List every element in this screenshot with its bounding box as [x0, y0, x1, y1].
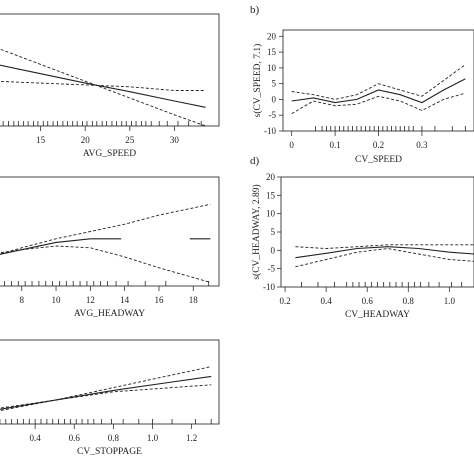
x-tick-label-d: 0.8 [403, 296, 415, 306]
series-line-a-1 [0, 48, 206, 127]
y-tick-label-d: 10 [266, 209, 276, 219]
x-tick-label-c: 8 [19, 295, 24, 305]
y-tick-label-b: -10 [264, 126, 276, 136]
y-tick-label-b: -5 [269, 110, 277, 120]
x-tick-label-b: 0.3 [416, 140, 428, 150]
x-axis-label-a: AVG_SPEED [83, 149, 136, 159]
series-line-e-2 [0, 384, 212, 409]
y-tick-label-b: 10 [267, 63, 277, 73]
x-axis-label-b: CV_SPEED [355, 155, 402, 165]
panel-tag-d: d) [250, 155, 260, 167]
x-tick-label-c: 12 [86, 295, 95, 305]
x-tick-label-d: 1.0 [444, 296, 456, 306]
y-axis-label-b: s(CV_SPEED, 7.1) [252, 44, 263, 118]
series-line-c-3 [0, 245, 211, 283]
x-axis-label-e: CV_STOPPAGE [77, 447, 142, 457]
x-tick-label-c: 18 [189, 295, 199, 305]
x-tick-label-b: 0.1 [329, 140, 340, 150]
x-tick-label-e: 0.6 [69, 433, 81, 443]
plot-frame-d [280, 176, 474, 288]
y-axis-label-d: s(CV_HEADWAY, 2.89) [251, 184, 262, 279]
series-line-b-1 [291, 64, 466, 100]
series-line-c-0 [0, 238, 122, 255]
y-tick-label-d: -10 [263, 282, 275, 292]
y-tick-label-d: 20 [266, 172, 276, 182]
plot-frame-e [0, 339, 220, 425]
series-line-a-0 [0, 64, 206, 108]
x-tick-label-a: 20 [81, 135, 91, 145]
panel-tag-b: b) [250, 4, 260, 16]
series-line-b-0 [291, 78, 466, 104]
plot-frame-b [282, 29, 474, 132]
y-tick-label-d: 0 [271, 245, 276, 255]
x-tick-label-a: 15 [36, 135, 46, 145]
x-axis-label-c: AVG_HEADWAY [74, 309, 145, 319]
x-tick-label-d: 0.4 [321, 296, 333, 306]
y-tick-label-d: -5 [268, 264, 276, 274]
x-tick-label-a: 30 [170, 135, 180, 145]
x-tick-label-e: 1.2 [186, 433, 197, 443]
x-tick-label-c: 16 [154, 295, 164, 305]
x-tick-label-d: 0.6 [362, 296, 374, 306]
series-line-e-1 [0, 366, 212, 412]
series-line-e-0 [0, 375, 212, 410]
series-line-d-2 [295, 248, 474, 268]
x-tick-label-c: 10 [52, 295, 62, 305]
x-tick-label-e: 1.0 [147, 433, 159, 443]
plot-frame-c [0, 176, 220, 287]
y-tick-label-b: 20 [267, 31, 277, 41]
y-tick-label-d: 15 [266, 190, 276, 200]
series-line-b-2 [291, 92, 466, 114]
y-tick-label-b: 0 [272, 94, 277, 104]
x-tick-label-e: 0.8 [108, 433, 120, 443]
x-tick-label-c: 14 [120, 295, 130, 305]
series-line-c-2 [0, 203, 211, 255]
series-line-d-0 [295, 246, 474, 259]
x-axis-label-d: CV_HEADWAY [345, 310, 410, 320]
x-tick-label-e: 0.4 [29, 433, 41, 443]
x-tick-label-d: 0.2 [279, 296, 290, 306]
x-tick-label-b: 0 [289, 140, 294, 150]
x-tick-label-a: 25 [125, 135, 135, 145]
y-tick-label-b: 5 [272, 79, 277, 89]
series-line-d-1 [295, 244, 474, 249]
x-tick-label-b: 0.2 [373, 140, 384, 150]
y-tick-label-d: 5 [271, 227, 276, 237]
plot-frame-a [0, 13, 220, 127]
y-tick-label-b: 15 [267, 47, 277, 57]
series-line-a-2 [0, 80, 206, 91]
